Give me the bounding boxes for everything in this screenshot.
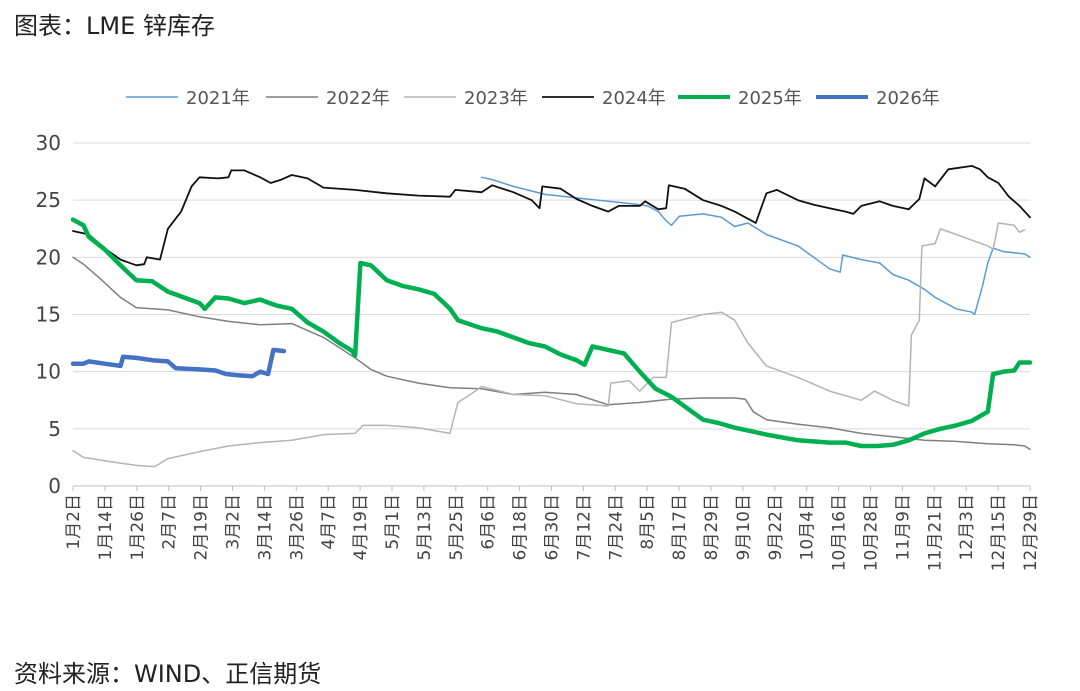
x-tick-label: 10月16日 — [830, 494, 850, 571]
x-tick-label: 10月28日 — [862, 494, 882, 571]
x-axis: 1月2日 1月14日 1月26日 2月7日 2月19日 3月2日 3月14日 3月26日 4月7… — [64, 486, 1041, 571]
legend-label: 2025年 — [738, 88, 802, 109]
x-tick-label: 3月2日 — [224, 494, 244, 550]
x-tick-label: 1月14日 — [96, 494, 116, 560]
legend-label: 2023年 — [464, 88, 528, 109]
y-tick-label: 30 — [36, 131, 61, 155]
x-tick-label: 4月7日 — [319, 494, 339, 550]
x-tick-label: 3月14日 — [255, 494, 275, 560]
x-tick-label: 9月10日 — [734, 494, 754, 560]
x-tick-label: 12月3日 — [957, 494, 977, 560]
series-line-2021年 — [480, 176, 1031, 316]
y-tick-label: 20 — [36, 245, 61, 269]
legend-label: 2021年 — [186, 88, 250, 109]
y-axis: 0 5 10 15 20 25 30 — [36, 131, 61, 498]
series-line-2022年 — [72, 256, 1031, 451]
series-line-2023年 — [72, 222, 1026, 468]
series-lines — [70, 164, 1033, 468]
x-tick-label: 9月22日 — [766, 494, 786, 560]
y-tick-label: 15 — [36, 303, 61, 327]
x-tick-label: 8月17日 — [670, 494, 690, 560]
y-tick-label: 0 — [48, 474, 61, 498]
page-title: 图表：LME 锌库存 — [14, 12, 215, 40]
x-tick-label: 1月2日 — [64, 494, 84, 550]
x-tick-label: 6月30日 — [543, 494, 563, 560]
x-tick-label: 5月25日 — [447, 494, 467, 560]
x-tick-label: 12月15日 — [989, 494, 1009, 571]
x-tick-label: 2月7日 — [160, 494, 180, 550]
x-tick-label: 11月21日 — [925, 494, 945, 571]
x-tick-label: 5月13日 — [415, 494, 435, 560]
series-line-2025年 — [70, 217, 1033, 449]
y-tick-label: 25 — [36, 188, 61, 212]
x-tick-label: 10月4日 — [798, 494, 818, 560]
series-line-2026年 — [70, 347, 287, 379]
x-tick-label: 1月26日 — [128, 494, 148, 560]
x-tick-label: 12月29日 — [1021, 494, 1041, 571]
legend-label: 2024年 — [602, 88, 666, 109]
x-tick-label: 7月12日 — [574, 494, 594, 560]
x-tick-label: 7月24日 — [606, 494, 626, 560]
x-tick-label: 6月6日 — [479, 494, 499, 550]
x-tick-label: 3月26日 — [287, 494, 307, 560]
y-tick-label: 5 — [48, 417, 61, 441]
x-tick-label: 8月29日 — [702, 494, 722, 560]
x-tick-label: 2月19日 — [192, 494, 212, 560]
x-tick-label: 11月9日 — [893, 494, 913, 560]
x-tick-label: 8月5日 — [638, 494, 658, 550]
source-note: 资料来源：WIND、正信期货 — [14, 660, 322, 688]
legend-label: 2022年 — [326, 88, 390, 109]
legend-label: 2026年 — [876, 88, 940, 109]
x-tick-label: 6月18日 — [511, 494, 531, 560]
y-tick-label: 10 — [36, 360, 61, 384]
x-tick-label: 5月1日 — [383, 494, 403, 550]
series-line-2024年 — [72, 164, 1031, 267]
legend: 2021年 2022年 2023年 2024年 2025年 2026年 — [126, 88, 940, 109]
x-tick-label: 4月19日 — [351, 494, 371, 560]
